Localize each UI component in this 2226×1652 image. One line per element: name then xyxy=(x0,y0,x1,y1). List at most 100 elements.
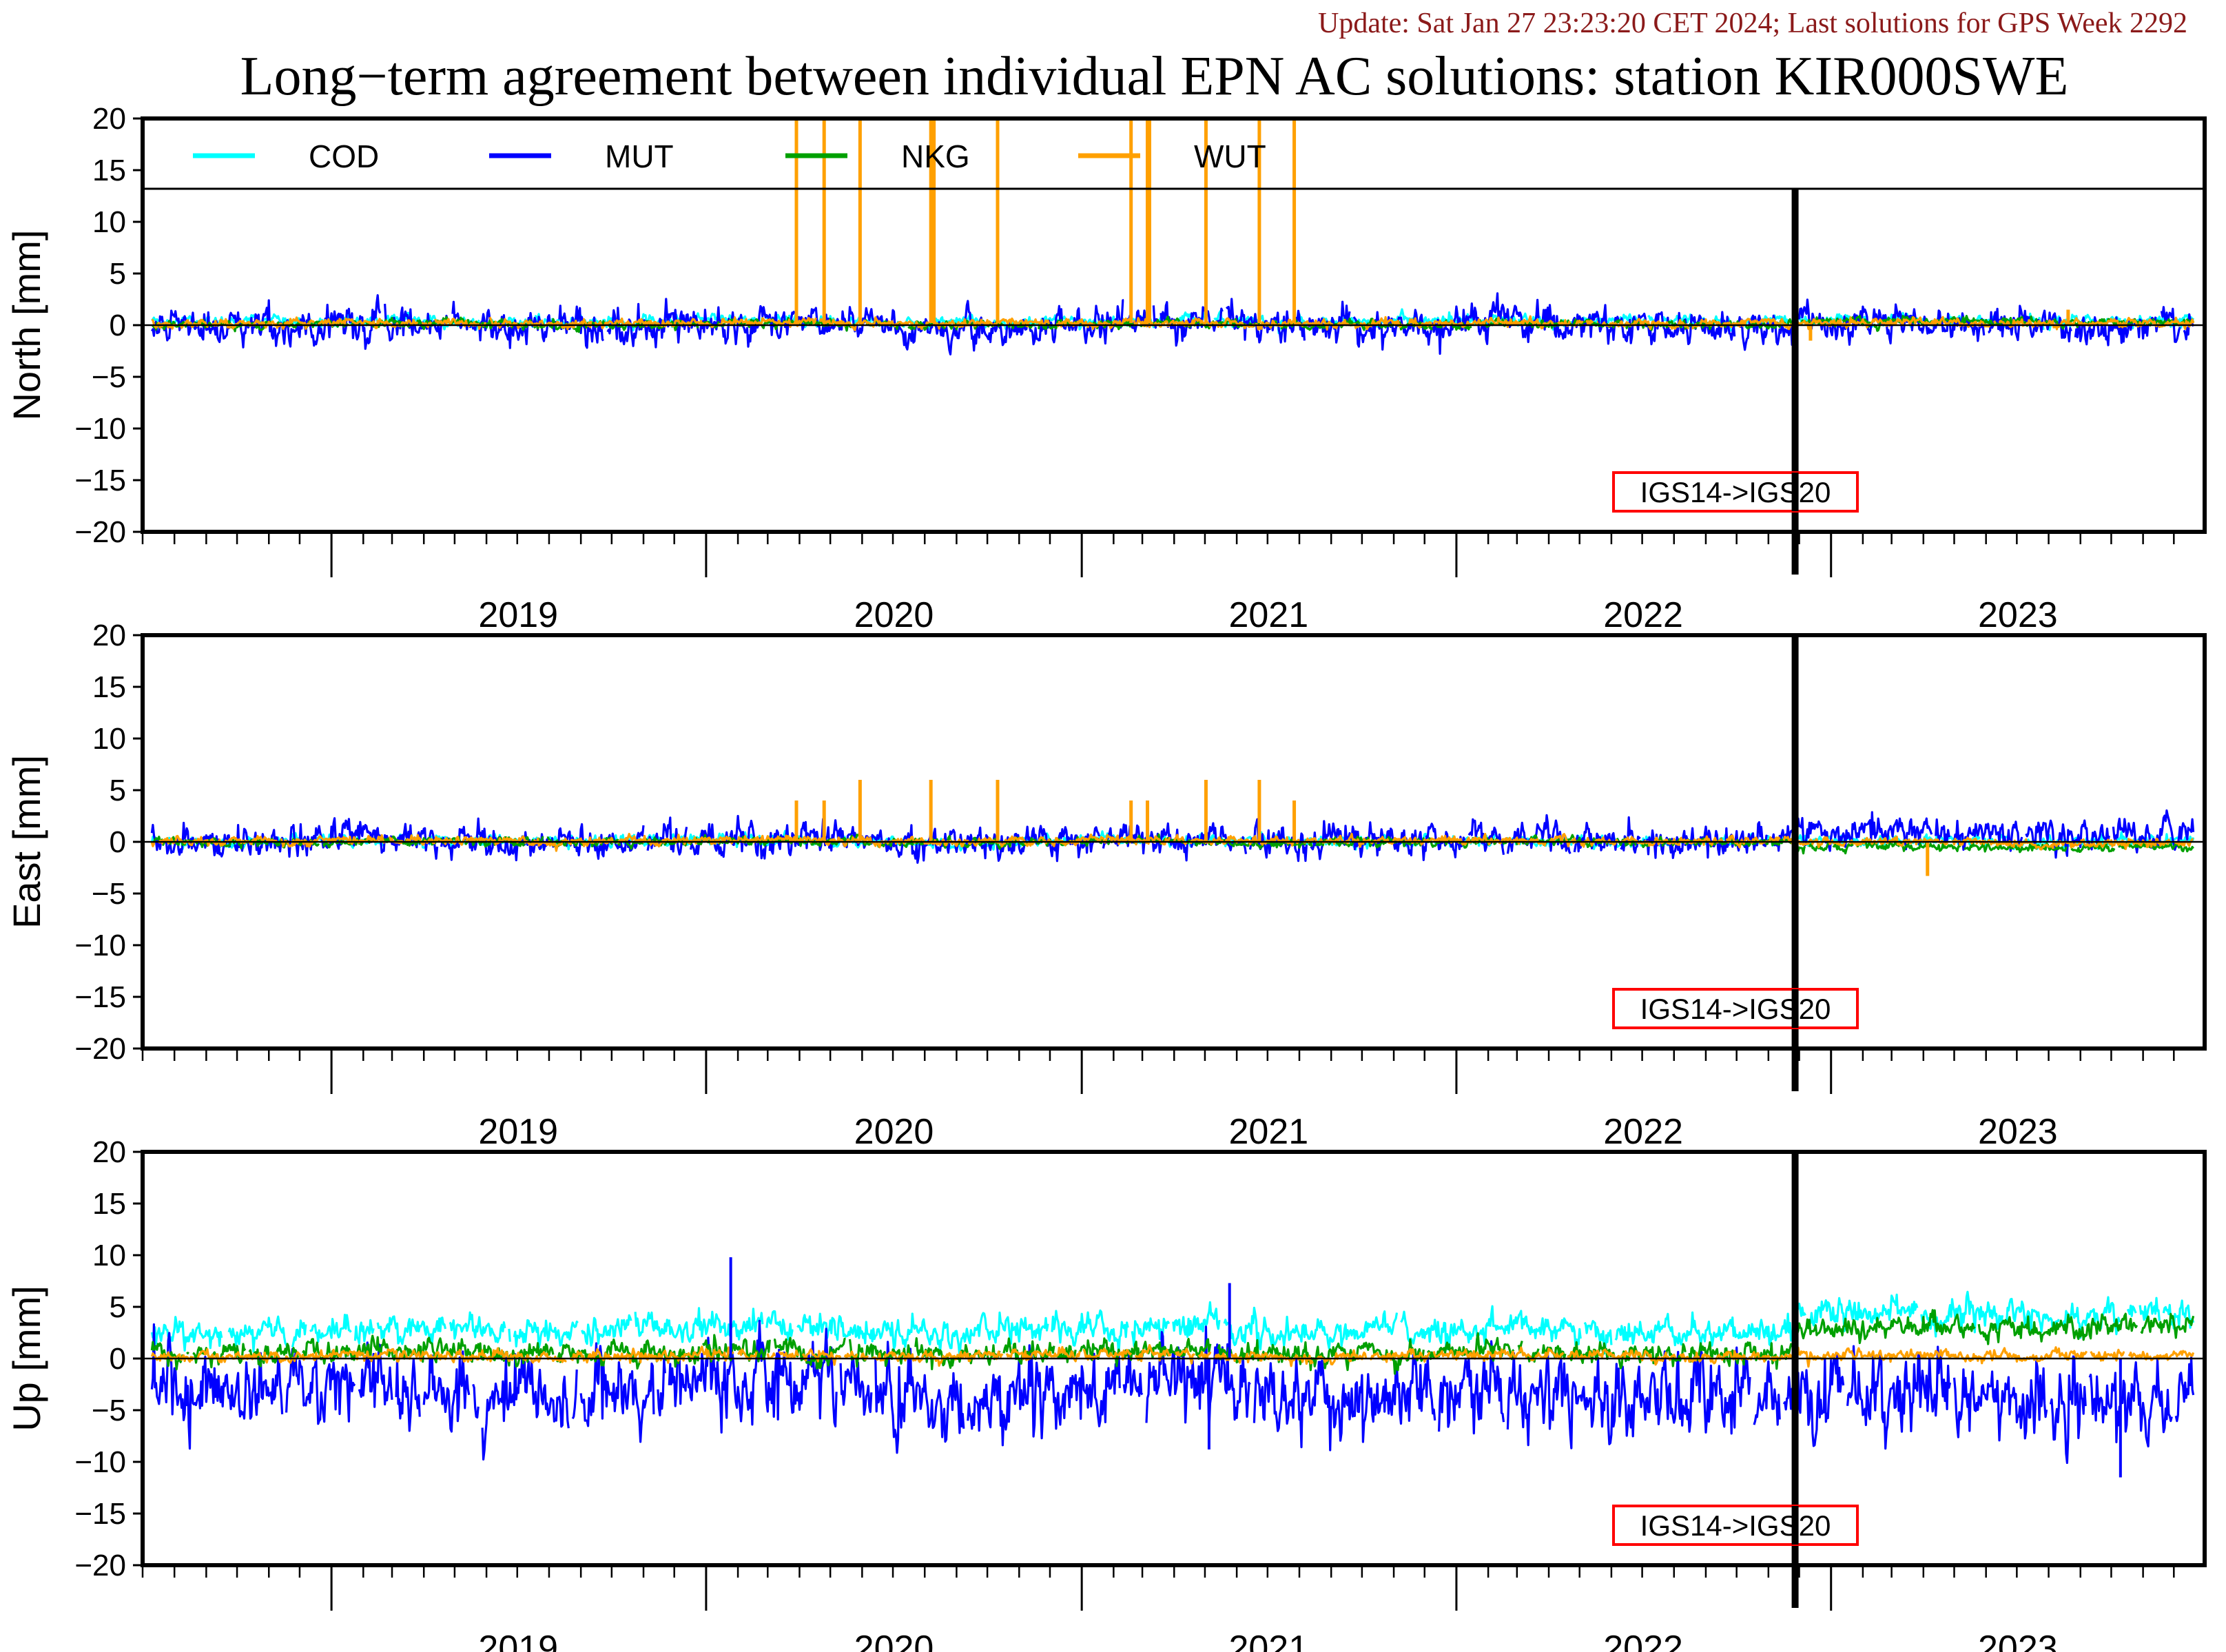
x-tick-label: 2021 xyxy=(1228,595,1308,635)
series-line-nkg xyxy=(248,1343,300,1367)
series-line-cod xyxy=(1583,1320,1613,1355)
series-line-wut xyxy=(196,1347,567,1364)
x-tick-label: 2021 xyxy=(1228,1629,1308,1652)
y-tick-label: 15 xyxy=(92,670,126,704)
series-line-mut xyxy=(150,823,163,851)
series-line-nkg xyxy=(624,833,872,850)
series-line-cod xyxy=(353,1319,375,1345)
series-line-wut xyxy=(1679,1346,2088,1368)
y-tick-label: −15 xyxy=(74,980,126,1014)
y-tick-label: 10 xyxy=(92,1239,126,1272)
series-line-wut xyxy=(569,1345,734,1364)
x-tick-label: 2022 xyxy=(1603,595,1683,635)
y-tick-label: 10 xyxy=(92,722,126,756)
chart-title: Long−term agreement between individual E… xyxy=(240,46,2069,107)
series-line-cod xyxy=(581,1314,632,1347)
series-line-wut xyxy=(1133,316,1403,331)
y-tick-label: −5 xyxy=(92,1394,126,1427)
series-line-mut xyxy=(1145,1325,1251,1433)
series-line-nkg xyxy=(1856,838,1961,852)
series-line-wut xyxy=(778,1349,800,1359)
data-layer xyxy=(150,780,2195,876)
series-line-mut xyxy=(2049,1355,2087,1464)
y-tick-label: 0 xyxy=(110,1342,126,1376)
series-line-nkg xyxy=(702,1334,771,1363)
series-line-mut xyxy=(2174,1356,2195,1423)
annotation-box xyxy=(1612,471,1859,513)
series-line-cod xyxy=(1400,1305,1582,1351)
series-line-mut xyxy=(285,1348,356,1425)
series-line-mut xyxy=(358,1341,393,1408)
y-tick-label: 0 xyxy=(110,309,126,342)
series-line-mut xyxy=(472,1383,480,1419)
series-line-mut xyxy=(1506,1346,1751,1449)
y-tick-label: −15 xyxy=(74,464,126,497)
series-line-mut xyxy=(1438,1340,1505,1435)
series-line-cod xyxy=(508,1328,511,1342)
series-line-mut xyxy=(1122,1352,1144,1397)
series-line-mut xyxy=(151,294,382,350)
series-line-cod xyxy=(376,1315,447,1345)
y-tick-label: 20 xyxy=(92,619,126,652)
series-line-wut xyxy=(1998,316,2195,331)
series-line-mut xyxy=(2088,1359,2173,1448)
legend-label-wut: WUT xyxy=(1194,138,1266,174)
series-line-cod xyxy=(1647,313,1816,332)
series-line-mut xyxy=(874,1341,965,1454)
series-line-cod xyxy=(291,1319,307,1348)
series-line-nkg xyxy=(186,1352,189,1355)
series-line-cod xyxy=(765,1310,794,1341)
series-line-mut xyxy=(1846,1345,1952,1450)
series-line-nkg xyxy=(874,837,925,848)
series-line-mut xyxy=(579,1342,655,1443)
series-line-nkg xyxy=(2118,841,2194,853)
series-line-cod xyxy=(1920,1290,2004,1338)
series-line-cod xyxy=(449,1311,506,1343)
series-line-cod xyxy=(2126,1304,2137,1317)
series-line-mut xyxy=(481,1353,570,1461)
legend-label-nkg: NKG xyxy=(901,138,970,174)
y-tick-label: −5 xyxy=(92,360,126,394)
y-tick-label: 5 xyxy=(110,774,126,807)
y-tick-label: −5 xyxy=(92,877,126,911)
y-tick-label: −10 xyxy=(74,929,126,962)
y-axis-label: Up [mm] xyxy=(5,1286,48,1432)
series-line-wut xyxy=(2090,1348,2125,1362)
series-line-wut xyxy=(1173,834,1188,845)
x-tick-label: 2022 xyxy=(1603,1629,1683,1652)
series-line-mut xyxy=(1935,818,1951,845)
series-line-nkg xyxy=(192,1343,247,1369)
panel-east: −20 −15 −10 −5 0 5 10 15 20 East [mm] 2019 2020 2021… xyxy=(5,619,2207,1152)
y-tick-label: 5 xyxy=(110,257,126,291)
y-tick-label: 15 xyxy=(92,1187,126,1221)
x-tick-label: 2021 xyxy=(1228,1112,1308,1152)
annotation-label: IGS14->IGS20 xyxy=(1640,993,1831,1025)
series-line-wut xyxy=(405,834,615,852)
series-line-nkg xyxy=(1568,1341,1616,1364)
y-tick-label: 20 xyxy=(92,1135,126,1169)
panel-north: −20 −15 −10 −5 0 5 10 15 20 North [mm] 2019 2020 202… xyxy=(5,102,2207,635)
y-tick-label: −10 xyxy=(74,412,126,446)
series-line-wut xyxy=(736,1348,758,1361)
series-line-nkg xyxy=(1832,841,1854,855)
series-line-cod xyxy=(2139,1297,2161,1321)
series-line-wut xyxy=(717,316,817,328)
series-line-mut xyxy=(422,1350,471,1433)
y-axis-label: East [mm] xyxy=(5,755,48,929)
series-line-wut xyxy=(280,834,386,848)
series-line-mut xyxy=(571,1369,578,1420)
series-line-nkg xyxy=(1842,315,1871,328)
series-line-cod xyxy=(796,1311,1049,1358)
series-line-nkg xyxy=(1007,322,1035,329)
series-line-mut xyxy=(839,1353,873,1416)
series-line-mut xyxy=(606,298,796,349)
series-line-cod xyxy=(2162,1299,2195,1330)
series-line-mut xyxy=(657,1358,666,1416)
series-line-cod xyxy=(1051,1309,1129,1356)
annotation-box xyxy=(1612,988,1859,1029)
series-line-nkg xyxy=(773,1336,846,1370)
series-line-wut xyxy=(212,316,316,330)
y-tick-label: 15 xyxy=(92,154,126,187)
series-line-cod xyxy=(2005,1297,2060,1333)
